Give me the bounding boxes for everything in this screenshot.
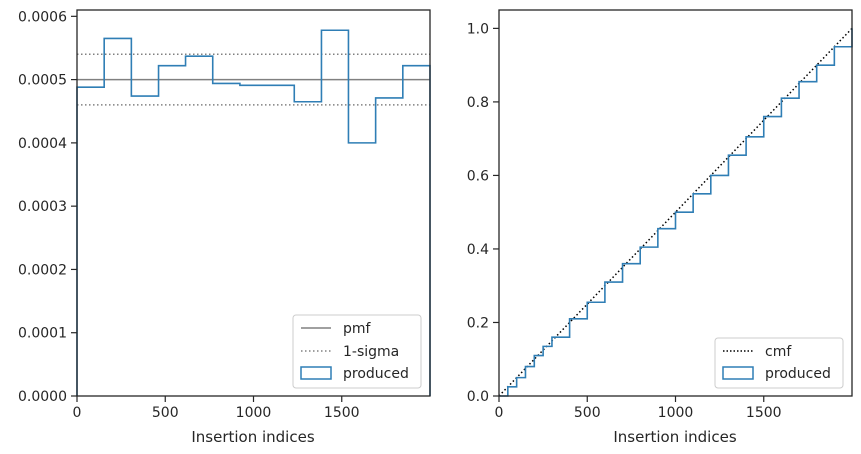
y-tick-label: 0.0003 [18, 199, 67, 215]
x-tick-label: 1500 [746, 405, 782, 421]
legend: pmf 1-sigma produced [292, 314, 422, 389]
y-axis-ticks: 0.0 0.2 0.4 0.6 0.8 1.0 [467, 21, 499, 405]
y-tick-label: 0.0 [467, 389, 489, 405]
y-axis-ticks: 0.0000 0.0001 0.0002 0.0003 0.0004 0.0005 0.00… [18, 9, 77, 405]
legend-box [292, 314, 422, 389]
y-tick-label: 1.0 [467, 21, 489, 37]
y-tick-label: 0.2 [467, 315, 489, 331]
y-tick-label: 0.0005 [18, 73, 67, 89]
produced-series [76, 29, 431, 396]
produced-series [499, 28, 853, 397]
reference-lines [498, 27, 853, 397]
cumulative-panel: 0 500 1000 1500 0.0 0.2 0.4 0.6 0.8 1.0 Insertio… [467, 9, 853, 446]
y-tick-label: 0.6 [467, 168, 489, 184]
legend-produced-swatch [300, 366, 332, 380]
y-tick-label: 0.0006 [18, 9, 67, 25]
legend: cmf produced [714, 337, 844, 389]
y-tick-label: 0.4 [467, 242, 489, 258]
cmf-line [498, 27, 853, 397]
x-tick-label: 0 [495, 405, 504, 421]
x-tick-label: 1500 [324, 405, 360, 421]
legend-sigma-label: 1-sigma [343, 344, 399, 360]
x-axis-ticks: 0 500 1000 1500 [495, 396, 782, 421]
y-tick-label: 0.0000 [18, 389, 67, 405]
x-axis-ticks: 0 500 1000 1500 [73, 396, 360, 421]
y-tick-label: 0.0004 [18, 136, 67, 152]
x-tick-label: 500 [574, 405, 601, 421]
legend-box [714, 337, 844, 389]
x-tick-label: 500 [152, 405, 179, 421]
x-axis-label: Insertion indices [613, 428, 736, 446]
legend-cmf-label: cmf [765, 344, 792, 360]
y-tick-label: 0.0002 [18, 262, 67, 278]
produced-step-line [499, 28, 853, 397]
x-tick-label: 0 [73, 405, 82, 421]
x-tick-label: 1000 [236, 405, 272, 421]
legend-pmf-label: pmf [343, 321, 372, 337]
reference-lines [77, 53, 430, 106]
x-tick-label: 1000 [658, 405, 694, 421]
legend-produced-swatch [722, 366, 754, 380]
histogram-panel: 0 500 1000 1500 0.00000.00010.00020.00030.0… [18, 9, 431, 446]
y-tick-label: 0.8 [467, 95, 489, 111]
legend-produced-label: produced [765, 366, 831, 382]
produced-step-line [76, 29, 431, 396]
y-tick-label: 0.0001 [18, 326, 67, 342]
legend-produced-label: produced [343, 366, 409, 382]
x-axis-label: Insertion indices [191, 428, 314, 446]
